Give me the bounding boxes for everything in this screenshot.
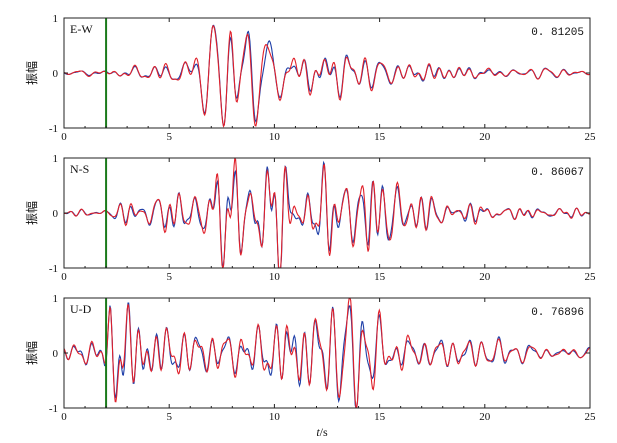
series-line-blue xyxy=(64,302,590,408)
y-tick-label: 1 xyxy=(53,293,59,305)
x-axis-label-unit: /s xyxy=(320,425,328,439)
plot-frame xyxy=(63,297,591,409)
panel-component-label: E-W xyxy=(70,22,93,36)
series-line-red xyxy=(64,158,590,268)
y-tick-label: 0 xyxy=(53,68,59,80)
plot-frame xyxy=(63,17,591,129)
y-tick-label: 1 xyxy=(53,13,59,25)
x-tick-label: 0 xyxy=(61,271,67,283)
y-axis-label: 振幅 xyxy=(24,61,39,85)
correlation-coefficient: 0. 76896 xyxy=(531,307,584,319)
x-tick-label: 10 xyxy=(269,131,281,143)
x-tick-label: 0 xyxy=(61,131,67,143)
correlation-coefficient: 0. 81205 xyxy=(531,27,584,39)
x-tick-label: 5 xyxy=(166,271,172,283)
x-tick-label: 25 xyxy=(585,411,597,423)
x-tick-label: 25 xyxy=(585,131,597,143)
x-tick-label: 20 xyxy=(479,271,491,283)
series-line-blue xyxy=(64,24,590,128)
series-line-red xyxy=(64,24,590,128)
x-tick-label: 15 xyxy=(374,271,386,283)
panel-component-label: U-D xyxy=(70,302,92,316)
y-tick-label: 1 xyxy=(53,153,59,165)
y-tick-label: -1 xyxy=(49,263,58,275)
series-line-red xyxy=(64,298,590,408)
x-tick-label: 5 xyxy=(166,411,172,423)
panel-component-label: N-S xyxy=(70,162,89,176)
x-tick-label: 25 xyxy=(585,271,597,283)
y-axis-label: 振幅 xyxy=(24,201,39,225)
y-tick-label: 0 xyxy=(53,348,59,360)
x-tick-label: 15 xyxy=(374,411,386,423)
x-tick-label: 5 xyxy=(166,131,172,143)
x-tick-label: 20 xyxy=(479,411,491,423)
x-tick-label: 0 xyxy=(61,411,67,423)
y-tick-label: -1 xyxy=(49,403,58,415)
x-tick-label: 10 xyxy=(269,411,281,423)
x-tick-label: 10 xyxy=(269,271,281,283)
x-tick-label: 15 xyxy=(374,131,386,143)
x-tick-label: 20 xyxy=(479,131,491,143)
x-axis-label-symbol: t xyxy=(316,425,320,439)
y-tick-label: 0 xyxy=(53,208,59,220)
y-axis-label: 振幅 xyxy=(24,341,39,365)
correlation-coefficient: 0. 86067 xyxy=(531,167,584,179)
x-axis-label: t/s xyxy=(316,425,328,439)
y-tick-label: -1 xyxy=(49,123,58,135)
